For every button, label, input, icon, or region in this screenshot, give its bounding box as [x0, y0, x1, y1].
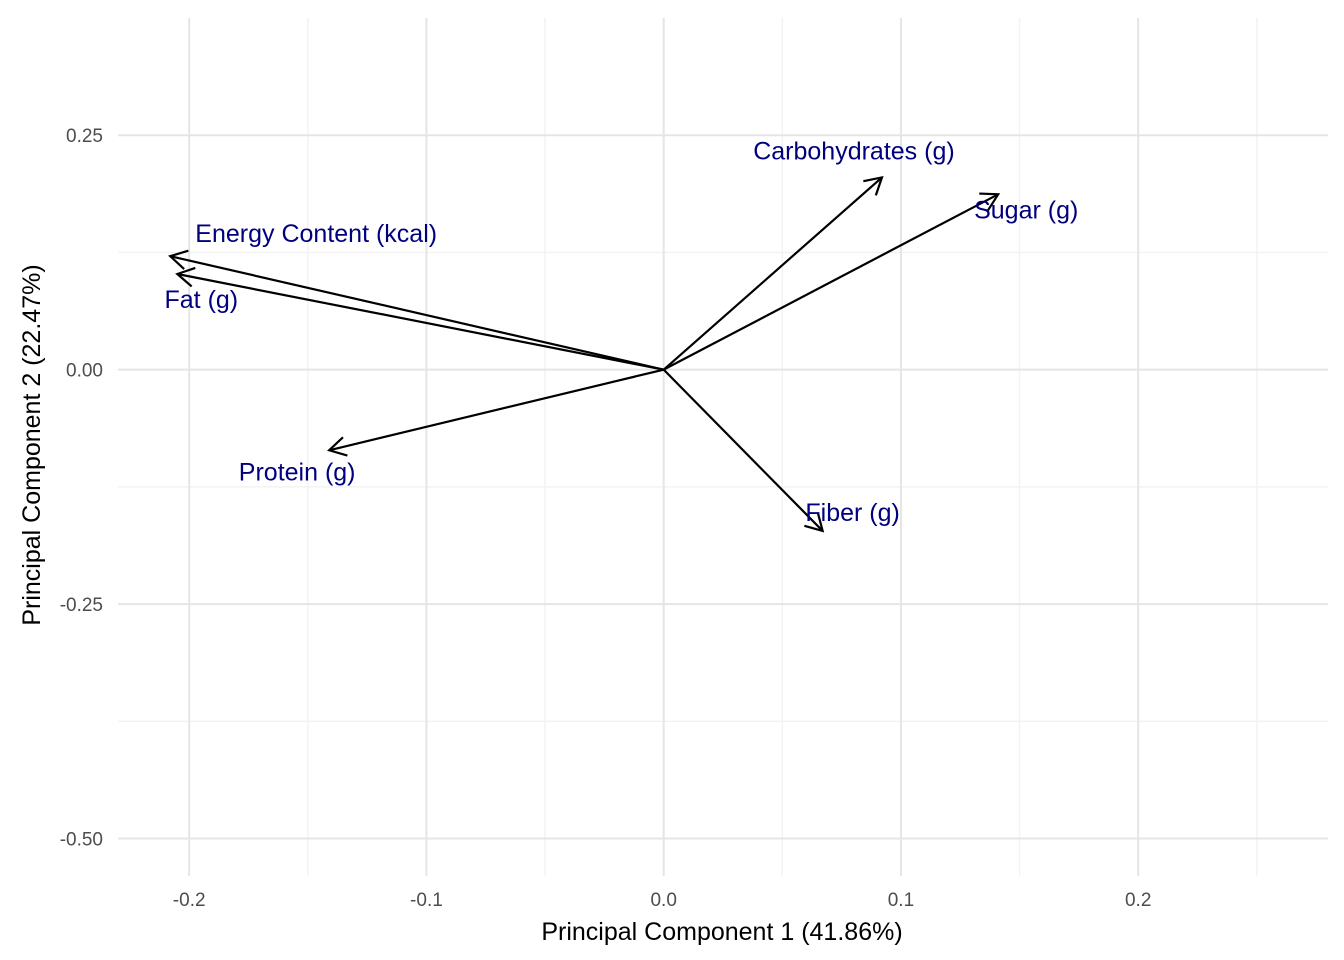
vector-arrow — [663, 193, 999, 371]
loading-vectors — [168, 175, 1001, 533]
x-tick-label: 0.0 — [650, 890, 676, 911]
arrowhead — [327, 436, 348, 457]
vector-arrow — [662, 176, 883, 371]
vector-label: Energy Content (kcal) — [195, 220, 437, 248]
y-tick-label: -0.25 — [60, 595, 103, 616]
arrowhead — [804, 512, 825, 533]
x-axis-title: Principal Component 1 (41.86%) — [541, 918, 902, 946]
y-tick-label: 0.25 — [66, 126, 103, 147]
x-tick-label: 0.1 — [888, 890, 914, 911]
vector-label: Protein (g) — [239, 458, 356, 486]
x-axis-ticks: -0.2 -0.1 0.0 0.1 0.2 — [173, 890, 1152, 911]
vector-arrow — [177, 272, 664, 371]
minor-gridlines — [118, 18, 1328, 876]
x-tick-label: -0.1 — [410, 890, 443, 911]
vector-labels: Carbohydrates (g) Sugar (g) Energy Content… — [165, 137, 1079, 527]
vector-label: Sugar (g) — [974, 196, 1078, 224]
y-tick-label: -0.50 — [60, 829, 103, 850]
arrowhead — [175, 266, 196, 288]
x-tick-label: 0.2 — [1125, 890, 1151, 911]
arrowhead — [979, 192, 1001, 211]
arrowhead — [863, 175, 884, 196]
vector-label: Fiber (g) — [805, 499, 899, 527]
vector-arrow — [662, 368, 824, 532]
vector-label: Fat (g) — [165, 286, 239, 314]
y-tick-label: 0.00 — [66, 361, 103, 382]
vector-arrow — [328, 368, 664, 452]
x-tick-label: -0.2 — [173, 890, 206, 911]
arrowhead — [168, 249, 189, 270]
y-axis-title: Principal Component 2 (22.47%) — [18, 264, 46, 625]
major-gridlines — [118, 18, 1328, 876]
vector-arrow — [169, 255, 664, 371]
y-axis-ticks: -0.50 -0.25 0.00 0.25 — [60, 126, 103, 850]
vector-label: Carbohydrates (g) — [753, 137, 954, 165]
